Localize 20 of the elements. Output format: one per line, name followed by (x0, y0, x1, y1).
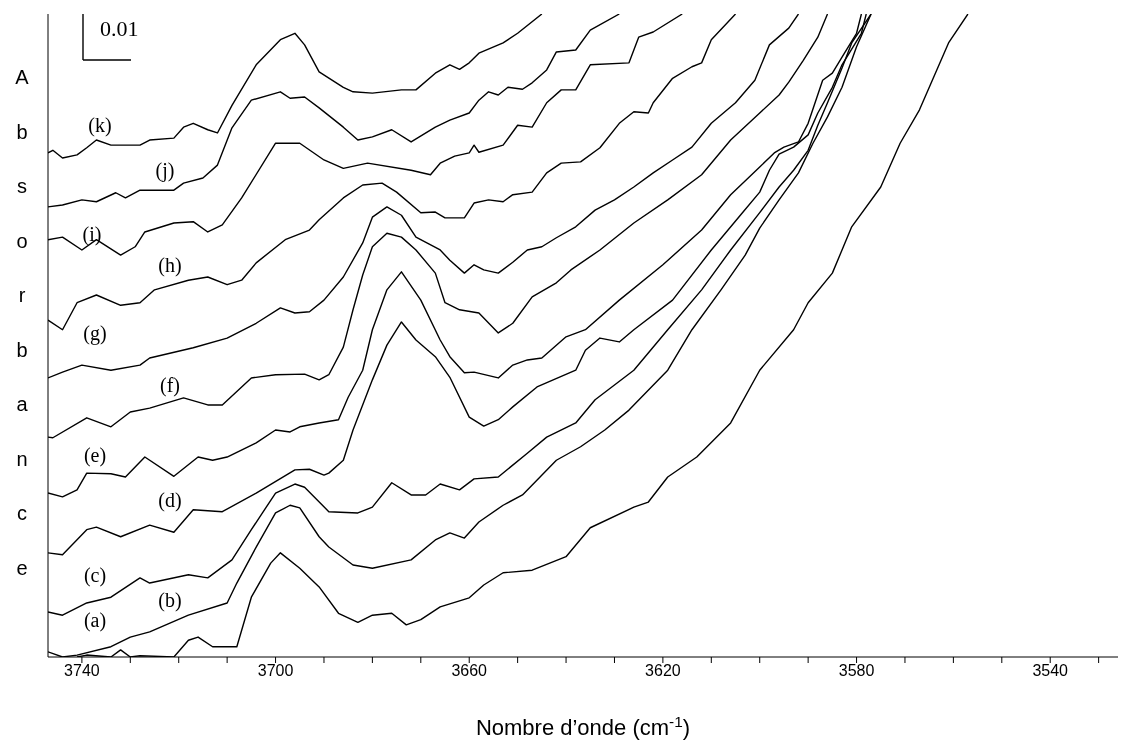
x-tick-label: 3700 (257, 662, 294, 680)
annotation: (j) (155, 159, 175, 182)
x-tick-label: 3620 (645, 662, 681, 680)
text: Absorbance (15, 66, 29, 579)
annotation: (d) (158, 489, 182, 512)
annotation: (a) (83, 609, 107, 632)
x-tick-label: 3540 (1032, 662, 1069, 680)
x-tick-label: 3740 (64, 662, 100, 680)
annotation: (b) (158, 589, 182, 612)
annotation: (h) (158, 254, 182, 277)
x-axis-title: Nombre d’onde (cm$^{-1}$) (475, 712, 691, 740)
annotation: (i) (82, 223, 102, 246)
annotation: (e) (83, 444, 107, 467)
annotation: (c) (83, 564, 107, 587)
annotation: (f) (160, 374, 180, 397)
x-tick-label: 3580 (838, 662, 875, 680)
x-tick-label: 3660 (451, 662, 488, 680)
annotation: (g) (83, 322, 107, 345)
annotation: (k) (88, 114, 112, 137)
annotation: 0.01 (100, 16, 139, 41)
